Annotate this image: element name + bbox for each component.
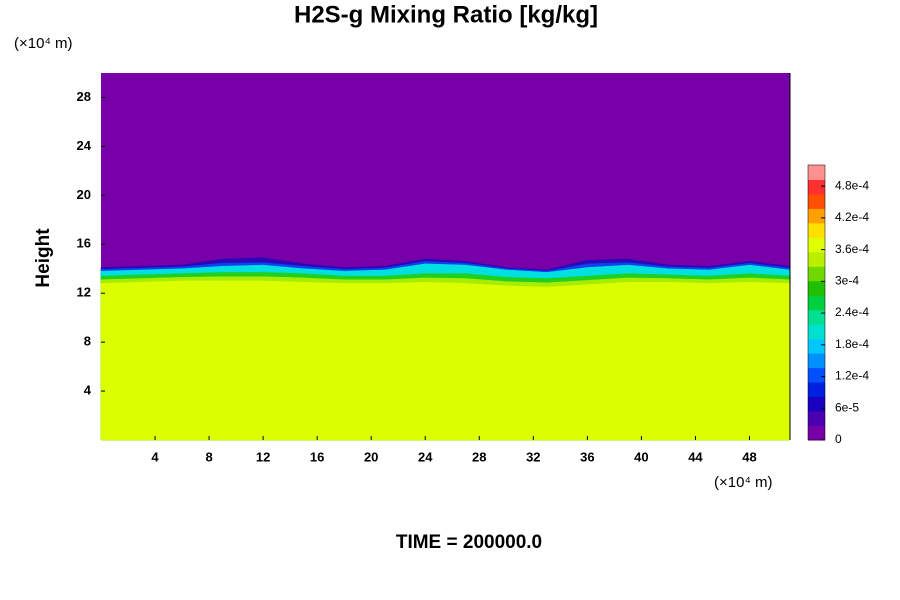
colorbar-tick-label: 2.4e-4 (835, 305, 869, 319)
colorbar-band (808, 425, 825, 441)
colorbar-tick-label: 4.2e-4 (835, 210, 869, 224)
colorbar-band (808, 353, 825, 369)
y-tick-label: 20 (77, 187, 91, 202)
colorbar-band (808, 338, 825, 354)
x-tick-label: 32 (526, 449, 540, 464)
colorbar-tick-label: 3.6e-4 (835, 242, 869, 256)
colorbar-band (808, 179, 825, 195)
y-axis-label: Height (33, 228, 54, 288)
contour-fill (100, 280, 791, 441)
colorbar-band (808, 266, 825, 282)
colorbar-band (808, 309, 825, 325)
colorbar-border (807, 164, 826, 441)
colorbar-tick-label: 1.2e-4 (835, 369, 869, 383)
x-tick-label: 16 (310, 449, 324, 464)
y-tick-label: 28 (77, 89, 91, 104)
y-tick-label: 12 (77, 285, 91, 300)
colorbar-band (808, 193, 825, 209)
colorbar-band (808, 382, 825, 398)
colorbar-band (808, 396, 825, 412)
colorbar-band (808, 280, 825, 296)
x-tick-label: 12 (256, 449, 270, 464)
x-tick-label: 8 (205, 449, 212, 464)
y-tick-label: 8 (84, 334, 91, 349)
chart-title: H2S-g Mixing Ratio [kg/kg] (294, 1, 598, 28)
colorbar-band (808, 251, 825, 267)
colorbar-tick-label: 6e-5 (835, 400, 859, 414)
footer: TIME = 200000.0 (396, 532, 542, 553)
y-unit: (×10⁴ m) (14, 35, 73, 52)
colorbar-tick-label: 4.8e-4 (835, 178, 869, 192)
x-tick-label: 20 (364, 449, 378, 464)
x-tick-label: 40 (634, 449, 648, 464)
x-tick-label: 48 (742, 449, 756, 464)
x-tick-label: 28 (472, 449, 486, 464)
y-tick-label: 24 (77, 138, 92, 153)
colorbar-band (808, 295, 825, 311)
colorbar-band (808, 208, 825, 224)
colorbar-band (808, 367, 825, 383)
colorbar-tick-label: 3e-4 (835, 274, 859, 288)
x-tick-label: 4 (151, 449, 159, 464)
y-tick-label: 4 (84, 383, 92, 398)
colorbar-tick-label: 0 (835, 432, 842, 446)
colorbar-band (808, 324, 825, 340)
x-tick-label: 24 (418, 449, 433, 464)
colorbar-tick-label: 1.8e-4 (835, 337, 869, 351)
y-tick-label: 16 (77, 236, 91, 251)
colorbar-band (808, 411, 825, 427)
x-tick-label: 44 (688, 449, 703, 464)
colorbar-band (808, 165, 825, 180)
colorbar-band (808, 222, 825, 238)
colorbar-band (808, 237, 825, 253)
x-tick-label: 36 (580, 449, 594, 464)
x-unit: (×10⁴ m) (714, 474, 773, 491)
